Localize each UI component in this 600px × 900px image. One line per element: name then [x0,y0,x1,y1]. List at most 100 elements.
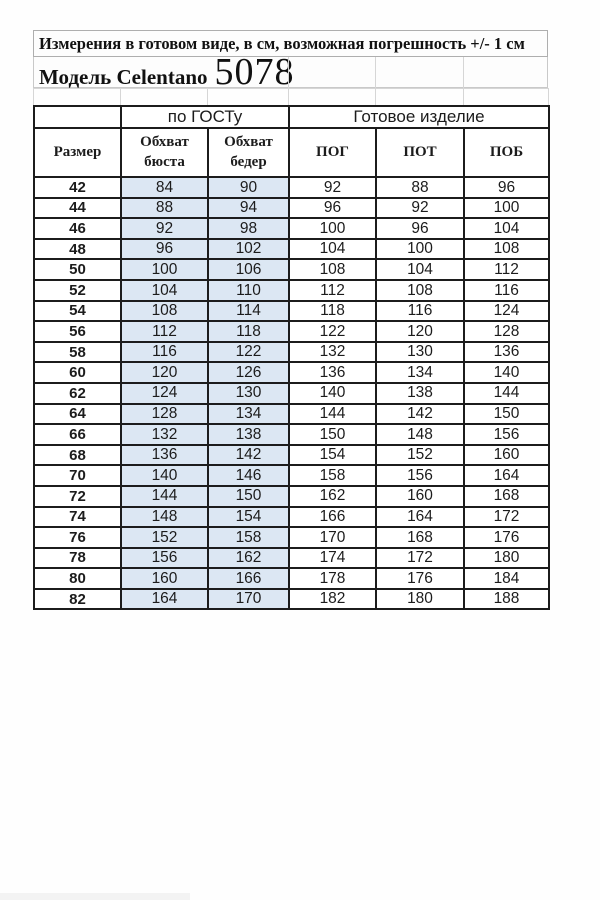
gridline [33,88,34,105]
table-row: 52 104 110 112 108 116 [33,278,551,302]
pog-cell: 136 [288,361,377,384]
pog-cell: 118 [288,299,377,323]
bust-cell: 144 [120,484,209,508]
size-cell: 46 [33,217,122,240]
table-row: 48 96 102 104 100 108 [33,237,551,261]
pog-cell: 100 [288,217,377,240]
gridline [288,88,289,105]
gridline [288,57,289,88]
pob-cell: 168 [462,484,551,508]
size-cell: 72 [33,484,122,508]
bust-cell: 156 [120,546,209,570]
pob-cell: 172 [462,505,551,529]
table-row: 66 132 138 150 148 156 [33,423,551,446]
pot-cell: 142 [375,402,465,426]
table-row: 76 152 158 170 168 176 [33,526,551,549]
pog-cell: 162 [288,484,377,508]
pog-cell: 158 [288,464,377,487]
gridline [548,88,549,105]
table-row: 64 128 134 144 142 150 [33,402,551,426]
pot-cell: 152 [375,443,465,467]
hips-cell: 102 [207,237,290,261]
pot-cell: 176 [375,567,465,590]
model-number: 5078 [214,51,295,93]
table-row: 58 116 122 132 130 136 [33,340,551,364]
measurement-note: Измерения в готовом виде, в см, возможна… [33,30,548,57]
pog-cell: 104 [288,237,377,261]
gridline [463,57,464,88]
hips-cell: 154 [207,505,290,529]
measurement-note-text: Измерения в готовом виде, в см, возможна… [39,33,525,53]
pob-cell: 140 [462,361,551,384]
table-row: 74 148 154 166 164 172 [33,505,551,529]
hips-cell: 162 [207,546,290,570]
hips-cell: 166 [207,567,290,590]
bust-cell: 84 [120,176,209,199]
bust-cell: 164 [120,587,209,611]
hips-cell: 130 [207,381,290,405]
pot-cell: 180 [375,587,465,611]
table-row: 62 124 130 140 138 144 [33,381,551,405]
pob-cell: 136 [462,340,551,364]
pob-cell: 124 [462,299,551,323]
pob-cell: 108 [462,237,551,261]
empty-corner-cell [33,105,122,129]
pog-cell: 166 [288,505,377,529]
pog-cell: 112 [288,278,377,302]
table-row: 72 144 150 162 160 168 [33,484,551,508]
pog-cell: 132 [288,340,377,364]
pot-cell: 148 [375,423,465,446]
pob-cell: 116 [462,278,551,302]
bottom-artifact-strip [0,893,190,900]
hips-cell: 122 [207,340,290,364]
table-row: 82 164 170 182 180 188 [33,587,551,611]
size-cell: 54 [33,299,122,323]
model-label: Модель Celentano [39,65,208,89]
pog-cell: 96 [288,196,377,220]
table-row: 70 140 146 158 156 164 [33,464,551,487]
pot-cell: 88 [375,176,465,199]
size-cell: 80 [33,567,122,590]
bust-cell: 136 [120,443,209,467]
table-row: 78 156 162 174 172 180 [33,546,551,570]
size-table-body: 42 84 90 92 88 96 44 88 94 96 92 100 46 92 98 100 96 104 4… [33,176,551,611]
size-cell: 52 [33,278,122,302]
bust-cell: 100 [120,258,209,281]
hips-cell: 158 [207,526,290,549]
bust-cell: 108 [120,299,209,323]
pot-cell: 156 [375,464,465,487]
pob-cell: 144 [462,381,551,405]
table-row: 46 92 98 100 96 104 [33,217,551,240]
table-row: 68 136 142 154 152 160 [33,443,551,467]
pob-cell: 180 [462,546,551,570]
pog-cell: 144 [288,402,377,426]
size-cell: 74 [33,505,122,529]
hips-cell: 110 [207,278,290,302]
hips-cell: 114 [207,299,290,323]
table-row: 50 100 106 108 104 112 [33,258,551,281]
bust-cell: 152 [120,526,209,549]
pot-cell: 134 [375,361,465,384]
size-cell: 66 [33,423,122,446]
pob-cell: 96 [462,176,551,199]
hips-cell: 94 [207,196,290,220]
table-row: 56 112 118 122 120 128 [33,320,551,343]
size-cell: 68 [33,443,122,467]
model-row: Модель Celentano 5078 [33,51,548,93]
gridline [463,88,464,105]
pog-cell: 140 [288,381,377,405]
size-cell: 64 [33,402,122,426]
size-cell: 70 [33,464,122,487]
gridline [375,57,376,88]
pob-cell: 156 [462,423,551,446]
hips-cell: 146 [207,464,290,487]
bust-cell: 112 [120,320,209,343]
size-cell: 62 [33,381,122,405]
pog-cell: 178 [288,567,377,590]
bust-cell: 92 [120,217,209,240]
pot-cell: 168 [375,526,465,549]
size-cell: 42 [33,176,122,199]
bust-cell: 140 [120,464,209,487]
bust-cell: 160 [120,567,209,590]
